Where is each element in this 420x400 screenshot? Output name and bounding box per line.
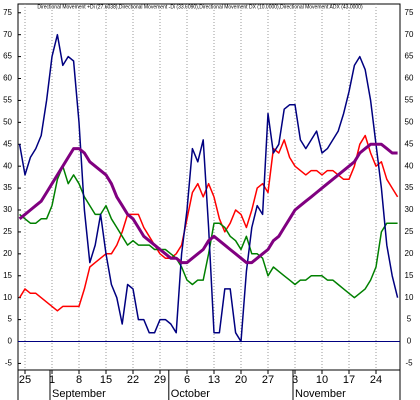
- x-tick-label: 17: [343, 374, 355, 386]
- y-tick-label-right: 55: [405, 96, 414, 105]
- y-tick-label-right: 75: [405, 8, 414, 17]
- y-tick-label: 50: [3, 117, 12, 126]
- series-line: [18, 33, 399, 343]
- y-tick-label: -5: [5, 359, 13, 368]
- y-tick-label: 5: [8, 315, 13, 324]
- month-label: October: [171, 388, 210, 400]
- y-tick-label-right: 50: [405, 117, 414, 126]
- x-tick-label: 8: [76, 374, 82, 386]
- y-tick-label-right: 0: [407, 337, 412, 346]
- y-tick-label: 75: [3, 8, 12, 17]
- x-tick-label: 20: [235, 374, 247, 386]
- x-tick-label: 13: [208, 374, 220, 386]
- y-tick-label-right: 25: [405, 227, 414, 236]
- plot-frame: [17, 3, 401, 371]
- y-tick-label-right: 45: [405, 139, 414, 148]
- y-tick-label-right: 70: [405, 30, 414, 39]
- y-tick-label: 0: [8, 337, 13, 346]
- y-tick-label: 60: [3, 74, 12, 83]
- x-tick-label: 24: [370, 374, 382, 386]
- y-tick-label-right: 5: [407, 315, 412, 324]
- y-tick-label-right: 10: [405, 293, 414, 302]
- x-tick-label: 15: [100, 374, 112, 386]
- series-line: [18, 134, 399, 312]
- y-tick-label-right: -5: [405, 359, 413, 368]
- y-tick-label-right: 35: [405, 183, 414, 192]
- y-tick-label: 65: [3, 52, 12, 61]
- y-tick-label: 25: [3, 227, 12, 236]
- x-tick-label: 22: [127, 374, 139, 386]
- y-tick-label: 70: [3, 30, 12, 39]
- y-tick-label-right: 30: [405, 205, 414, 214]
- y-tick-label: 15: [3, 271, 12, 280]
- series-line: [18, 142, 398, 265]
- x-tick-label: 27: [262, 374, 274, 386]
- x-tick-label: 6: [184, 374, 190, 386]
- month-label: September: [52, 388, 106, 400]
- y-tick-label-right: 40: [405, 161, 414, 170]
- x-tick-label: 10: [316, 374, 328, 386]
- month-label: November: [295, 388, 346, 400]
- x-tick-label: 25: [19, 374, 31, 386]
- y-tick-label: 45: [3, 139, 12, 148]
- x-tick-label: 3: [292, 374, 298, 386]
- y-tick-label: 35: [3, 183, 12, 192]
- y-tick-label-right: 60: [405, 74, 414, 83]
- y-tick-label-right: 15: [405, 271, 414, 280]
- chart-title: Directional Movement +Di (27.6038),Direc…: [37, 4, 363, 10]
- y-tick-label: 40: [3, 161, 12, 170]
- x-tick-label: 1: [49, 374, 55, 386]
- y-tick-label: 55: [3, 96, 12, 105]
- y-tick-label: 20: [3, 249, 12, 258]
- y-tick-label-right: 65: [405, 52, 414, 61]
- y-tick-label: 10: [3, 293, 12, 302]
- y-tick-label: 30: [3, 205, 12, 214]
- x-tick-label: 29: [154, 374, 166, 386]
- y-tick-label-right: 20: [405, 249, 414, 258]
